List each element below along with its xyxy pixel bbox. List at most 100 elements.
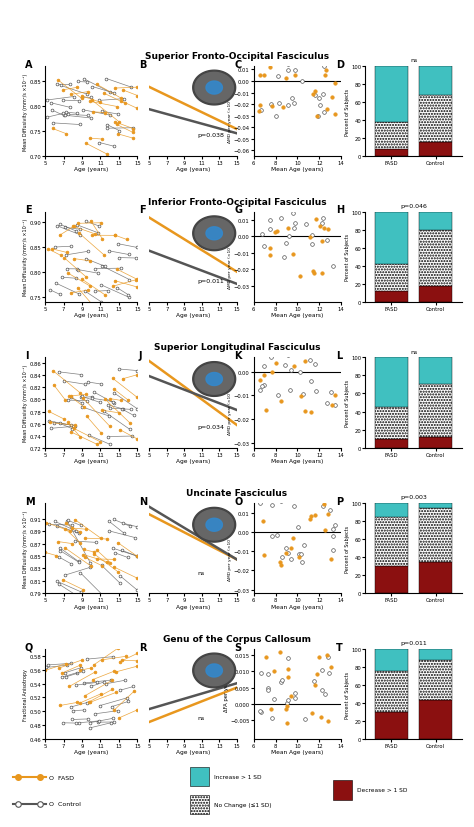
- Point: [290, 58, 298, 71]
- Point: [278, 558, 285, 571]
- Point: [284, 652, 292, 665]
- Point: [306, 195, 314, 208]
- Point: [271, 226, 279, 239]
- Y-axis label: Mean Diffusivity (mm²/s ×10⁻³): Mean Diffusivity (mm²/s ×10⁻³): [23, 510, 28, 587]
- Bar: [419, 96, 452, 142]
- Point: [282, 542, 290, 555]
- Point: [327, 552, 335, 566]
- Text: p=0.034: p=0.034: [198, 424, 225, 429]
- Text: O  FASD: O FASD: [49, 775, 74, 780]
- Point: [325, 667, 333, 680]
- Bar: [375, 672, 408, 712]
- Point: [267, 61, 274, 74]
- Text: R: R: [139, 642, 146, 652]
- Text: F: F: [139, 205, 146, 215]
- Y-axis label: ΔMD per year (×10⁻³ mm²/s): ΔMD per year (×10⁻³ mm²/s): [228, 80, 232, 143]
- Point: [312, 213, 320, 227]
- X-axis label: Age (years): Age (years): [74, 458, 109, 463]
- X-axis label: Age (years): Age (years): [74, 604, 109, 609]
- Text: A: A: [25, 60, 32, 69]
- Polygon shape: [206, 664, 222, 677]
- Bar: [375, 712, 408, 739]
- Point: [313, 111, 321, 124]
- Bar: [190, 767, 209, 786]
- Point: [312, 336, 319, 349]
- Point: [308, 238, 316, 251]
- Point: [323, 397, 331, 410]
- Polygon shape: [195, 74, 233, 103]
- Point: [296, 366, 303, 380]
- Text: Genu of the Corpus Callosum: Genu of the Corpus Callosum: [163, 634, 311, 643]
- Point: [272, 357, 279, 370]
- Point: [313, 667, 321, 681]
- Text: L: L: [336, 351, 342, 361]
- Point: [320, 222, 328, 236]
- Point: [287, 552, 295, 566]
- Point: [311, 89, 319, 103]
- Y-axis label: ΔMD per year (×10⁻³ mm²/s): ΔMD per year (×10⁻³ mm²/s): [228, 371, 232, 434]
- Text: I: I: [25, 351, 28, 361]
- Point: [331, 399, 338, 412]
- Point: [299, 52, 307, 65]
- Point: [284, 64, 292, 77]
- Point: [331, 389, 339, 402]
- Point: [283, 73, 290, 86]
- Point: [310, 342, 318, 356]
- Point: [298, 74, 305, 88]
- Point: [255, 105, 263, 118]
- Point: [318, 217, 325, 230]
- Point: [328, 661, 335, 674]
- Point: [320, 60, 328, 74]
- Point: [266, 213, 274, 227]
- X-axis label: Age (years): Age (years): [74, 167, 109, 172]
- Point: [323, 235, 331, 248]
- Point: [281, 197, 288, 210]
- Point: [314, 203, 321, 216]
- Point: [256, 375, 264, 388]
- Bar: [419, 67, 452, 96]
- Point: [301, 355, 309, 368]
- Point: [258, 199, 266, 213]
- X-axis label: Age (years): Age (years): [74, 749, 109, 754]
- Point: [325, 715, 332, 729]
- Point: [321, 69, 328, 83]
- Point: [318, 266, 326, 280]
- Point: [295, 551, 303, 564]
- Y-axis label: Mean Diffusivity (mm²/s ×10⁻³): Mean Diffusivity (mm²/s ×10⁻³): [23, 219, 28, 296]
- Bar: [190, 796, 209, 815]
- Point: [291, 217, 299, 230]
- Text: p=0.011: p=0.011: [400, 640, 427, 645]
- Point: [296, 270, 303, 283]
- Point: [321, 687, 328, 700]
- Bar: [419, 660, 452, 700]
- Point: [276, 645, 283, 658]
- X-axis label: Mean Age (years): Mean Age (years): [271, 458, 324, 463]
- Point: [311, 85, 319, 98]
- Point: [282, 359, 289, 372]
- Point: [257, 667, 265, 680]
- Point: [324, 223, 331, 237]
- Point: [326, 504, 334, 517]
- Text: B: B: [139, 60, 146, 69]
- Y-axis label: Percent of Subjects: Percent of Subjects: [345, 88, 350, 136]
- Point: [297, 390, 305, 404]
- Point: [284, 348, 292, 361]
- Point: [260, 240, 268, 253]
- Point: [331, 489, 339, 502]
- Polygon shape: [195, 219, 233, 249]
- Text: Inferior Fronto-Occipital Fasciculus: Inferior Fronto-Occipital Fasciculus: [148, 198, 326, 207]
- Text: Increase > 1 SD: Increase > 1 SD: [214, 774, 262, 779]
- Polygon shape: [193, 508, 236, 543]
- Point: [284, 99, 292, 112]
- Point: [270, 494, 278, 507]
- Point: [268, 366, 275, 379]
- Text: P: P: [336, 496, 343, 506]
- Bar: [419, 508, 452, 562]
- Point: [299, 389, 307, 402]
- Point: [280, 251, 288, 265]
- Point: [319, 88, 327, 102]
- Point: [301, 539, 308, 552]
- Point: [328, 399, 336, 413]
- Point: [284, 671, 292, 684]
- Point: [287, 689, 294, 702]
